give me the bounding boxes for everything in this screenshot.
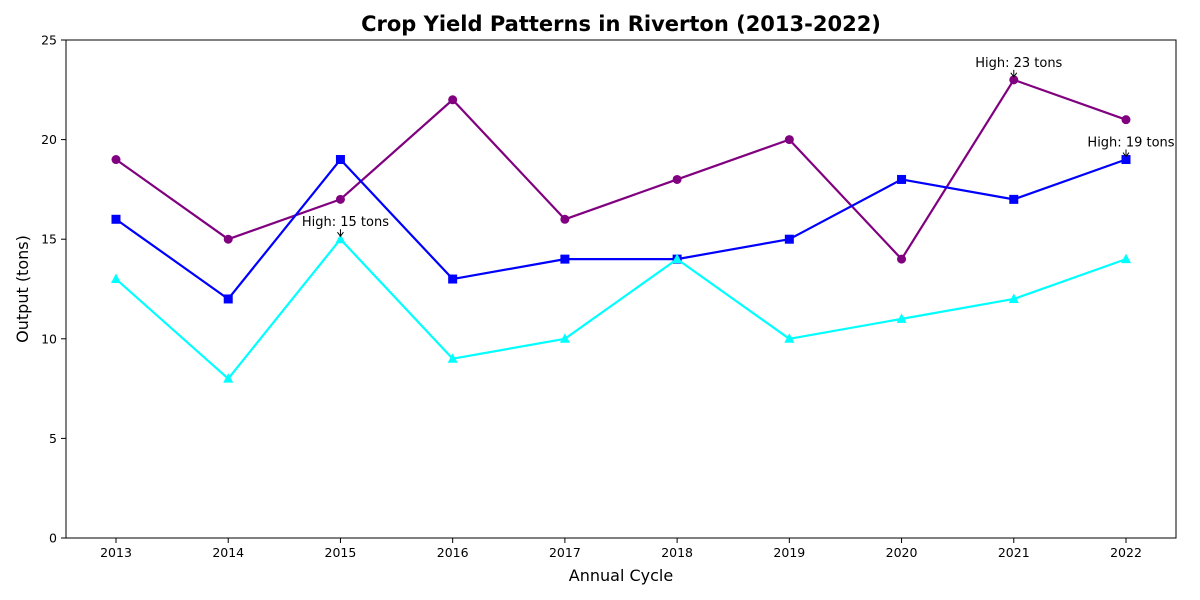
x-tick-label: 2014 bbox=[212, 545, 244, 560]
y-tick-label: 5 bbox=[49, 431, 57, 446]
annotation-arrowhead bbox=[1010, 72, 1018, 78]
data-point bbox=[447, 353, 458, 363]
data-point bbox=[784, 333, 795, 343]
data-point bbox=[896, 313, 907, 323]
x-tick-label: 2020 bbox=[886, 545, 918, 560]
x-tick-label: 2017 bbox=[549, 545, 581, 560]
data-point bbox=[560, 254, 570, 264]
y-axis-label: Output (tons) bbox=[13, 235, 32, 343]
data-point bbox=[448, 95, 458, 105]
data-point bbox=[335, 194, 345, 204]
data-point bbox=[448, 274, 458, 284]
y-tick-label: 20 bbox=[41, 132, 57, 147]
data-point bbox=[223, 373, 234, 383]
data-point bbox=[111, 214, 121, 224]
y-tick-label: 25 bbox=[41, 33, 57, 48]
data-point bbox=[111, 273, 121, 284]
data-point bbox=[1009, 75, 1019, 85]
plot-area: High: 23 tons High: 19 tons High: 15 tons 2… bbox=[41, 33, 1177, 560]
data-point bbox=[897, 174, 907, 184]
y-tick-label: 15 bbox=[41, 232, 57, 247]
x-tick-label: 2019 bbox=[773, 545, 805, 560]
data-point bbox=[111, 155, 121, 165]
series-line-3 bbox=[115, 238, 1127, 380]
data-point bbox=[897, 254, 907, 264]
data-point bbox=[1121, 253, 1131, 264]
data-point bbox=[1121, 115, 1131, 125]
data-point bbox=[784, 135, 794, 145]
data-point bbox=[784, 234, 794, 244]
data-point bbox=[672, 253, 683, 264]
x-axis-label: Annual Cycle bbox=[569, 566, 673, 585]
y-tick-label: 10 bbox=[41, 331, 57, 346]
annotation-arrowhead bbox=[337, 231, 344, 238]
data-point bbox=[672, 174, 682, 184]
chart-title: Crop Yield Patterns in Riverton (2013-20… bbox=[361, 12, 881, 36]
y-tick-label: 0 bbox=[49, 531, 57, 546]
data-point bbox=[1008, 293, 1019, 303]
x-tick-label: 2016 bbox=[437, 545, 469, 560]
x-tick-label: 2022 bbox=[1110, 545, 1142, 560]
series-line-1 bbox=[115, 78, 1127, 261]
data-point bbox=[223, 294, 233, 304]
x-tick-label: 2021 bbox=[998, 545, 1030, 560]
data-point bbox=[223, 234, 233, 244]
data-point bbox=[559, 333, 570, 343]
series-line-2 bbox=[115, 158, 1127, 301]
data-point bbox=[335, 155, 345, 165]
annotation-label: High: 23 tons bbox=[975, 56, 1062, 71]
plot-frame bbox=[65, 39, 1177, 539]
data-point bbox=[1009, 194, 1019, 204]
data-point bbox=[560, 214, 570, 224]
annotation-arrowhead bbox=[1122, 152, 1130, 158]
annotation-label: High: 15 tons bbox=[302, 215, 389, 230]
annotation-label: High: 19 tons bbox=[1087, 136, 1174, 151]
x-tick-label: 2018 bbox=[661, 545, 693, 560]
data-point bbox=[335, 233, 346, 244]
x-tick-label: 2015 bbox=[325, 545, 357, 560]
data-point bbox=[1121, 155, 1131, 165]
x-tick-label: 2013 bbox=[100, 545, 132, 560]
